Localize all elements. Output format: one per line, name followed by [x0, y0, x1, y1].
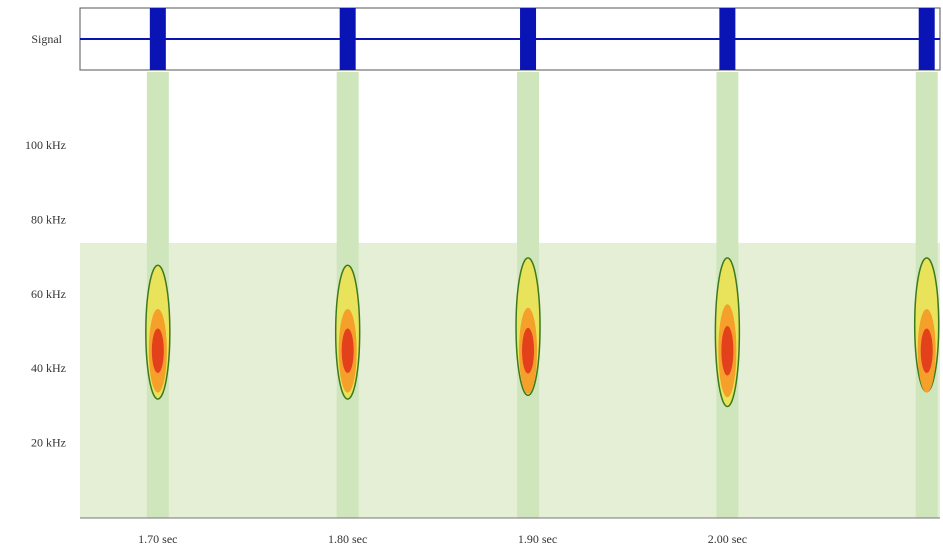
x-tick-label: 1.90 sec	[518, 532, 557, 546]
signal-burst	[520, 8, 536, 70]
call-peak	[152, 328, 164, 373]
signal-burst	[150, 8, 166, 70]
signal-burst	[919, 8, 935, 70]
call-peak	[921, 328, 933, 373]
call-peak	[342, 328, 354, 373]
signal-burst	[719, 8, 735, 70]
y-tick-label: 20 kHz	[31, 435, 66, 449]
noise-floor	[80, 243, 940, 518]
y-tick-label: 40 kHz	[31, 361, 66, 375]
x-tick-label: 2.00 sec	[708, 532, 747, 546]
y-tick-label: 100 kHz	[25, 138, 66, 152]
x-tick-label: 1.70 sec	[138, 532, 177, 546]
signal-label: Signal	[31, 32, 62, 46]
signal-burst	[340, 8, 356, 70]
chart: Signal 20 kHz 40 kHz 60 kHz 80 kHz 100 kHz 1.…	[0, 0, 943, 551]
y-tick-label: 80 kHz	[31, 212, 66, 226]
y-tick-label: 60 kHz	[31, 287, 66, 301]
call-peak	[522, 328, 534, 374]
call-peak	[721, 326, 733, 376]
x-tick-label: 1.80 sec	[328, 532, 367, 546]
